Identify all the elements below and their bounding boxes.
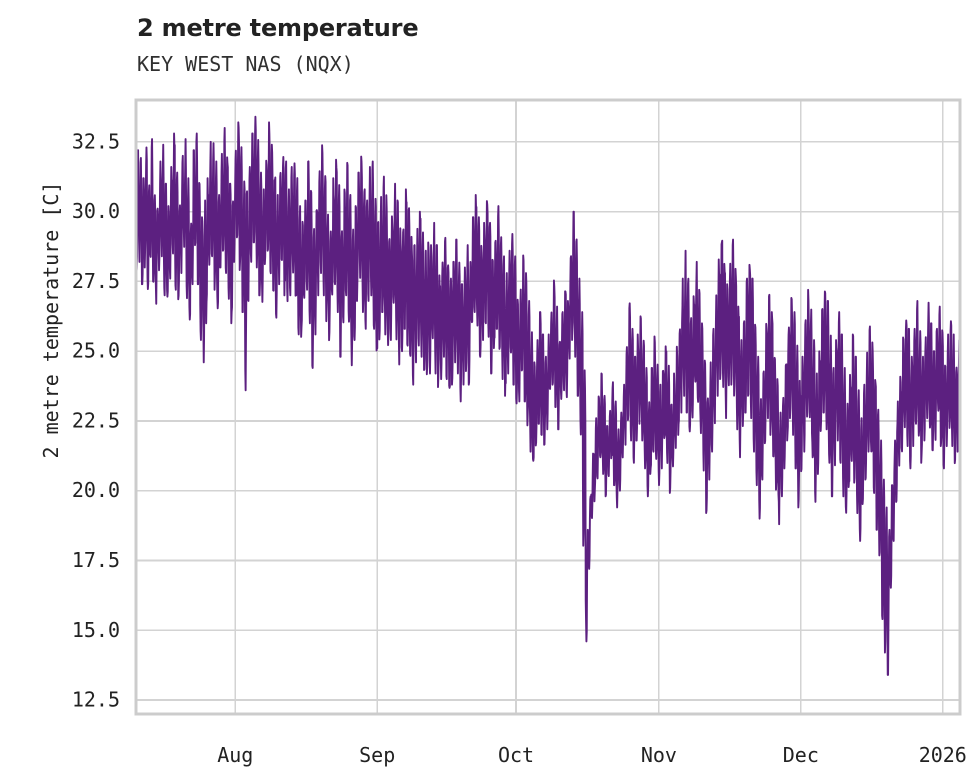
x-axis-tick-labels: Aug Sep Oct Nov Dec 2026 <box>217 743 967 767</box>
chart-subtitle: KEY WEST NAS (NQX) <box>137 52 354 76</box>
y-tick-label: 25.0 <box>72 339 120 363</box>
grid-lines <box>136 100 960 714</box>
x-tick-label: Aug <box>217 743 253 767</box>
y-tick-label: 32.5 <box>72 129 120 153</box>
y-tick-label: 30.0 <box>72 199 120 223</box>
series-line-0 <box>136 115 960 676</box>
plot-frame <box>134 98 962 716</box>
y-axis-tick-labels: 12.5 15.0 17.5 20.0 22.5 25.0 27.5 30.0 32.5 <box>72 129 120 711</box>
y-tick-label: 27.5 <box>72 269 120 293</box>
y-tick-label: 22.5 <box>72 408 120 432</box>
data-series-group <box>136 115 960 676</box>
y-tick-label: 15.0 <box>72 618 120 642</box>
page-title: 2 metre temperature <box>137 14 419 42</box>
x-tick-label: Sep <box>359 743 395 767</box>
y-tick-label: 20.0 <box>72 478 120 502</box>
x-tick-label: Oct <box>498 743 534 767</box>
y-tick-label: 12.5 <box>72 688 120 712</box>
x-tick-label: Dec <box>783 743 819 767</box>
x-tick-label: Nov <box>641 743 677 767</box>
x-tick-label: 2026 <box>919 743 967 767</box>
y-tick-label: 17.5 <box>72 548 120 572</box>
